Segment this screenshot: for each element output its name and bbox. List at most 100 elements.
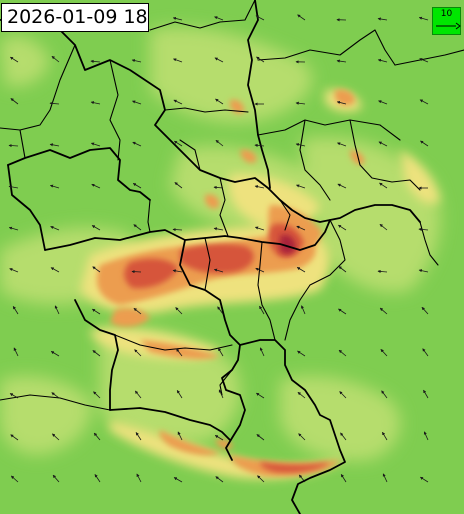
wind-arrow (296, 267, 306, 273)
boundary-minor (257, 29, 396, 66)
wind-arrow (295, 143, 306, 147)
wind-arrow (382, 473, 388, 483)
wind-arrow (256, 434, 265, 441)
timestamp-label: 2026-01-09 18 (1, 3, 149, 32)
wind-arrow (131, 270, 142, 274)
wind-arrow (338, 349, 347, 357)
boundary-major (179, 239, 346, 514)
boundary-major (7, 147, 151, 201)
wind-arrow (10, 475, 19, 483)
wind-arrow (217, 306, 224, 315)
boundary-minor (257, 119, 401, 141)
wind-arrow (132, 183, 142, 189)
boundary-minor (179, 139, 201, 171)
wind-arrow (90, 142, 101, 147)
wind-arrow (338, 266, 347, 273)
wind-arrow (9, 56, 19, 63)
wind-arrow (13, 347, 19, 357)
wind-arrow (254, 143, 265, 147)
wind-arrow (255, 15, 265, 21)
boundary-major (221, 344, 246, 461)
wind-vector-field (8, 14, 429, 483)
wind-arrow (336, 100, 347, 105)
boundary-minor (164, 107, 249, 113)
wind-arrow (92, 266, 101, 273)
wind-arrow (419, 476, 429, 483)
wind-arrow (173, 140, 183, 147)
wind-arrow (297, 350, 306, 357)
wind-arrow (215, 476, 224, 483)
wind-arrow (336, 59, 347, 63)
wind-arrow (214, 57, 224, 63)
wind-arrow (94, 474, 101, 483)
boundary-minor (109, 59, 121, 161)
wind-arrow (215, 139, 224, 147)
field-dark-red-zones (280, 234, 296, 255)
wind-arrow (132, 141, 142, 147)
wind-arrow (174, 182, 183, 189)
wind-arrow (213, 185, 224, 190)
boundary-major (247, 0, 271, 189)
wind-arrow (176, 348, 183, 357)
wind-arrow (213, 268, 224, 273)
wind-arrow (297, 391, 306, 399)
wind-arrow (379, 182, 388, 189)
boundary-major (74, 299, 119, 411)
wind-arrow (339, 391, 347, 399)
wind-arrow (377, 58, 388, 63)
wind-arrow (214, 435, 224, 441)
wind-arrow (93, 391, 101, 399)
wind-arrow (337, 183, 347, 189)
wind-arrow (256, 56, 265, 63)
boundary-minor (284, 219, 346, 341)
wind-arrow (175, 307, 183, 315)
boundary-minor (419, 221, 439, 266)
wind-arrow (377, 17, 388, 21)
wind-arrow (49, 184, 60, 189)
boundary-minor (394, 49, 464, 66)
boundary-minor (279, 199, 291, 231)
wind-arrow (418, 269, 429, 273)
wind-arrow (298, 433, 306, 441)
wind-arrow (296, 225, 306, 231)
wind-arrow (338, 308, 347, 315)
wind-arrow (421, 306, 429, 315)
wind-arrow (420, 140, 429, 147)
wind-arrow (340, 432, 347, 441)
wind-arrow (50, 351, 60, 357)
wind-arrow (254, 185, 265, 189)
wind-arrow (54, 305, 60, 315)
wind-arrow (172, 16, 183, 21)
wind-arrow (134, 390, 142, 399)
boundary-minor (19, 129, 26, 159)
wind-arrow (295, 184, 306, 189)
boundary-minor (299, 119, 331, 201)
wind-arrow (49, 101, 60, 106)
wind-arrow (172, 227, 183, 232)
wind-arrow (213, 227, 224, 231)
wind-arrow (257, 475, 265, 483)
wind-arrow (377, 269, 388, 274)
wind-arrow (422, 348, 429, 357)
wind-arrow (419, 99, 429, 105)
wind-arrow (259, 347, 265, 357)
wind-arrow (215, 98, 224, 105)
wind-arrow (173, 477, 183, 483)
wind-arrow (255, 392, 265, 399)
wind-arrow (297, 14, 306, 21)
boundary-minor (349, 119, 421, 191)
boundary-minor (0, 44, 76, 131)
wind-arrow (92, 350, 101, 357)
wind-arrow (131, 59, 142, 63)
wind-arrow (49, 143, 60, 147)
wind-arrow (177, 431, 183, 441)
wind-arrow (172, 269, 183, 273)
wind-arrow (12, 305, 19, 315)
wind-arrow (91, 183, 101, 189)
wind-arrow (10, 434, 19, 441)
wind-arrow (91, 225, 101, 231)
boundary-minor (204, 237, 211, 291)
wind-arrow (90, 59, 101, 63)
wind-arrow (133, 307, 142, 315)
